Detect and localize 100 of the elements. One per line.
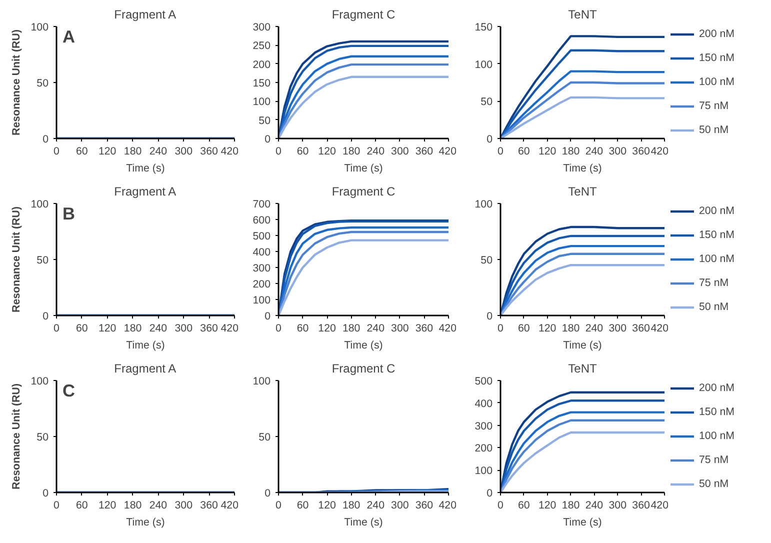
x-tick-label: 60 [518, 500, 530, 512]
y-tick-label: 100 [30, 376, 49, 388]
legend-label: 75 nM [699, 452, 729, 466]
y-tick-label: 0 [486, 134, 493, 146]
y-tick-label: 400 [474, 398, 493, 410]
x-tick-label: 180 [562, 322, 580, 334]
legend-label: 75 nM [699, 276, 729, 290]
x-tick-label: 240 [366, 322, 385, 334]
y-tick-label: 0 [486, 310, 493, 322]
y-tick-label: 0 [42, 134, 49, 146]
y-axis-title: Resonance Unit (RU) [10, 29, 23, 136]
x-tick-label: 360 [632, 500, 650, 512]
annotation: C [62, 380, 76, 400]
x-axis-title: Time (s) [126, 162, 165, 174]
x-tick-label: 300 [608, 500, 627, 512]
x-tick-label: 0 [276, 146, 282, 158]
x-tick-label: 180 [124, 500, 142, 512]
x-tick-label: 240 [366, 146, 385, 158]
y-tick-label: 600 [252, 214, 271, 226]
y-tick-label: 500 [252, 230, 271, 242]
legend-label: 100 nM [699, 428, 735, 442]
x-tick-label: 300 [391, 322, 409, 334]
y-tick-label: 100 [252, 96, 271, 108]
y-axis-title: Resonance Unit (RU) [10, 206, 23, 312]
x-tick-label: 180 [562, 146, 580, 158]
y-tick-label: 200 [474, 442, 493, 455]
y-tick-label: 0 [264, 488, 271, 500]
x-tick-label: 0 [276, 500, 282, 512]
x-axis-title: Time (s) [344, 516, 383, 528]
x-tick-label: 120 [318, 500, 336, 512]
x-tick-label: 420 [438, 500, 457, 512]
x-axis-title: Time (s) [126, 340, 165, 352]
x-tick-label: 120 [98, 500, 116, 512]
y-axis-title: Resonance Unit (RU) [10, 383, 23, 490]
x-tick-label: 420 [220, 322, 239, 334]
x-tick-label: 360 [200, 500, 218, 512]
y-tick-label: 400 [252, 246, 271, 258]
x-tick-label: 420 [438, 322, 457, 334]
x-tick-label: 360 [632, 146, 650, 158]
chart-title: TeNT [568, 362, 598, 376]
y-tick-label: 0 [486, 488, 493, 500]
x-tick-label: 300 [391, 146, 409, 158]
x-tick-label: 120 [98, 322, 116, 334]
x-axis-title: Time (s) [126, 516, 165, 528]
y-tick-label: 50 [480, 96, 493, 108]
legend-label: 150 nM [699, 228, 735, 242]
y-tick-label: 250 [252, 40, 271, 52]
chart-title: Fragment C [332, 362, 396, 376]
y-tick-label: 100 [474, 58, 493, 71]
x-tick-label: 420 [438, 146, 457, 158]
y-tick-label: 100 [30, 22, 49, 34]
x-tick-label: 240 [149, 146, 168, 158]
x-tick-label: 240 [149, 500, 168, 512]
legend-label: 150 nM [699, 50, 735, 64]
x-tick-label: 60 [76, 322, 88, 334]
y-tick-label: 500 [474, 376, 493, 388]
y-tick-label: 100 [474, 465, 493, 478]
legend-label: 50 nM [699, 476, 729, 490]
x-tick-label: 60 [76, 500, 88, 512]
x-tick-label: 0 [54, 500, 60, 512]
y-tick-label: 0 [42, 488, 49, 500]
x-tick-label: 0 [276, 322, 282, 334]
x-tick-label: 420 [650, 146, 669, 158]
legend-label: 200 nM [699, 380, 735, 394]
chart-title: TeNT [568, 184, 598, 198]
x-tick-label: 0 [498, 146, 504, 158]
x-tick-label: 420 [650, 500, 669, 512]
y-tick-label: 0 [42, 310, 49, 322]
x-tick-label: 180 [342, 322, 360, 334]
x-tick-label: 300 [608, 146, 627, 158]
legend-label: 100 nM [699, 74, 735, 88]
y-tick-label: 50 [480, 254, 493, 266]
y-tick-label: 100 [252, 294, 271, 306]
x-axis-title: Time (s) [344, 162, 383, 174]
annotation: A [62, 26, 76, 46]
x-tick-label: 120 [538, 322, 556, 334]
x-tick-label: 420 [220, 146, 239, 158]
x-axis-title: Time (s) [563, 162, 602, 174]
x-tick-label: 240 [585, 500, 604, 512]
y-tick-label: 300 [252, 22, 271, 34]
x-tick-label: 0 [54, 322, 60, 334]
x-tick-label: 0 [54, 146, 60, 158]
x-axis-title: Time (s) [344, 340, 383, 352]
y-tick-label: 300 [252, 262, 271, 274]
y-tick-label: 150 [474, 22, 493, 34]
x-tick-label: 240 [366, 500, 385, 512]
x-tick-label: 0 [498, 500, 504, 512]
x-tick-label: 180 [342, 500, 360, 512]
legend-label: 100 nM [699, 252, 735, 266]
x-tick-label: 60 [296, 322, 309, 334]
chart-title: Fragment C [332, 184, 396, 198]
legend-label: 200 nM [699, 204, 735, 218]
x-tick-label: 360 [415, 146, 434, 158]
chart-title: Fragment A [114, 184, 176, 198]
annotation: B [62, 204, 76, 224]
y-tick-label: 300 [474, 420, 493, 432]
legend-label: 200 nM [699, 26, 735, 40]
x-tick-label: 300 [174, 146, 193, 158]
x-tick-label: 360 [200, 146, 218, 158]
y-tick-label: 200 [252, 58, 271, 71]
